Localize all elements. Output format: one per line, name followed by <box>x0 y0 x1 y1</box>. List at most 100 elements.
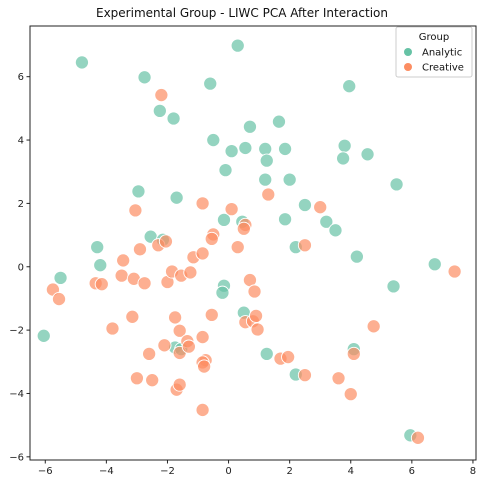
point-creative-22 <box>114 268 129 283</box>
point-creative-39 <box>249 308 264 323</box>
point-analytic-7 <box>206 132 221 148</box>
point-analytic-6 <box>166 111 181 126</box>
point-analytic-18 <box>218 163 233 178</box>
x-tick-label: −4 <box>99 466 114 477</box>
point-analytic-5 <box>152 103 167 118</box>
point-creative-47 <box>129 371 144 386</box>
x-tick-label: −6 <box>38 466 53 477</box>
x-tick-label: 0 <box>225 466 231 477</box>
y-axis: −6 −4 −2 0 2 4 6 <box>9 72 30 463</box>
plot-area <box>29 25 477 461</box>
point-creative-24 <box>137 276 152 291</box>
point-creative-2 <box>313 200 328 215</box>
point-creative-4 <box>195 196 210 211</box>
point-analytic-23 <box>169 190 184 205</box>
point-analytic-12 <box>259 153 274 168</box>
point-creative-50 <box>197 359 212 374</box>
point-creative-1 <box>261 187 276 202</box>
point-analytic-38 <box>386 279 401 294</box>
point-creative-17 <box>297 238 312 253</box>
y-tick-label: −6 <box>9 452 24 463</box>
x-tick-label: 4 <box>348 466 354 477</box>
point-analytic-42 <box>36 328 51 343</box>
legend-box <box>395 26 473 78</box>
point-analytic-35 <box>53 270 68 285</box>
y-tick-label: 4 <box>18 136 24 147</box>
legend: Group Analytic Creative <box>395 26 473 78</box>
x-tick-label: 8 <box>470 466 476 477</box>
point-analytic-1 <box>137 70 152 85</box>
point-analytic-22 <box>131 184 146 199</box>
point-analytic-0 <box>74 55 89 70</box>
y-tick-label: 6 <box>18 72 24 83</box>
point-analytic-10 <box>242 119 257 134</box>
point-creative-21 <box>94 277 109 292</box>
point-analytic-32 <box>90 240 105 255</box>
point-analytic-20 <box>282 172 297 187</box>
point-analytic-19 <box>258 172 273 187</box>
point-analytic-21 <box>389 177 404 192</box>
point-creative-42 <box>157 338 172 353</box>
y-tick-label: 0 <box>18 262 24 273</box>
point-analytic-40 <box>215 285 230 300</box>
point-creative-28 <box>183 265 198 280</box>
point-creative-7 <box>204 231 219 246</box>
point-creative-32 <box>125 309 140 324</box>
point-analytic-37 <box>427 257 442 272</box>
point-creative-52 <box>172 377 187 392</box>
point-analytic-2 <box>203 76 218 91</box>
point-creative-19 <box>51 292 67 307</box>
point-analytic-16 <box>336 151 351 166</box>
point-analytic-28 <box>216 212 232 227</box>
series-creative <box>45 88 462 445</box>
point-creative-13 <box>158 234 173 249</box>
x-axis: −6 −4 −2 0 2 4 6 8 <box>38 460 476 477</box>
legend-title: Group <box>419 32 449 43</box>
point-creative-57 <box>331 371 346 386</box>
y-tick-label: −4 <box>9 389 24 400</box>
point-creative-59 <box>366 319 381 334</box>
point-analytic-17 <box>360 147 375 162</box>
point-creative-11 <box>132 242 148 257</box>
point-creative-3 <box>224 202 239 217</box>
legend-label-creative: Creative <box>422 63 464 74</box>
chart-title: Experimental Group - LIWC PCA After Inte… <box>96 6 388 20</box>
point-creative-9 <box>236 221 251 236</box>
point-creative-34 <box>172 323 187 338</box>
point-creative-35 <box>204 307 219 322</box>
point-analytic-9 <box>238 140 253 156</box>
point-analytic-13 <box>271 114 287 129</box>
point-analytic-15 <box>337 138 352 153</box>
point-analytic-24 <box>297 197 312 213</box>
point-creative-55 <box>281 349 296 365</box>
point-analytic-25 <box>278 212 293 227</box>
legend-marker-creative <box>404 63 412 71</box>
point-creative-62 <box>447 264 462 279</box>
point-analytic-4 <box>342 79 357 94</box>
y-tick-label: −2 <box>9 326 24 337</box>
point-creative-61 <box>410 430 426 445</box>
point-creative-53 <box>195 402 210 417</box>
point-creative-58 <box>346 346 361 361</box>
x-tick-label: 2 <box>286 466 292 477</box>
point-creative-38 <box>250 322 265 337</box>
point-analytic-11 <box>258 141 273 156</box>
point-creative-41 <box>142 346 157 361</box>
point-analytic-45 <box>259 346 274 361</box>
x-tick-label: 6 <box>409 466 415 477</box>
point-analytic-8 <box>224 144 239 159</box>
x-tick-label: −2 <box>160 466 175 477</box>
point-analytic-3 <box>230 38 245 53</box>
point-creative-33 <box>168 310 183 325</box>
point-creative-15 <box>195 246 210 261</box>
point-creative-56 <box>297 368 312 383</box>
legend-marker-analytic <box>404 48 412 56</box>
point-analytic-27 <box>328 223 343 238</box>
point-analytic-34 <box>93 258 108 273</box>
point-creative-40 <box>195 330 210 345</box>
point-analytic-26 <box>319 214 334 229</box>
point-analytic-14 <box>278 141 293 156</box>
point-creative-30 <box>247 284 262 299</box>
